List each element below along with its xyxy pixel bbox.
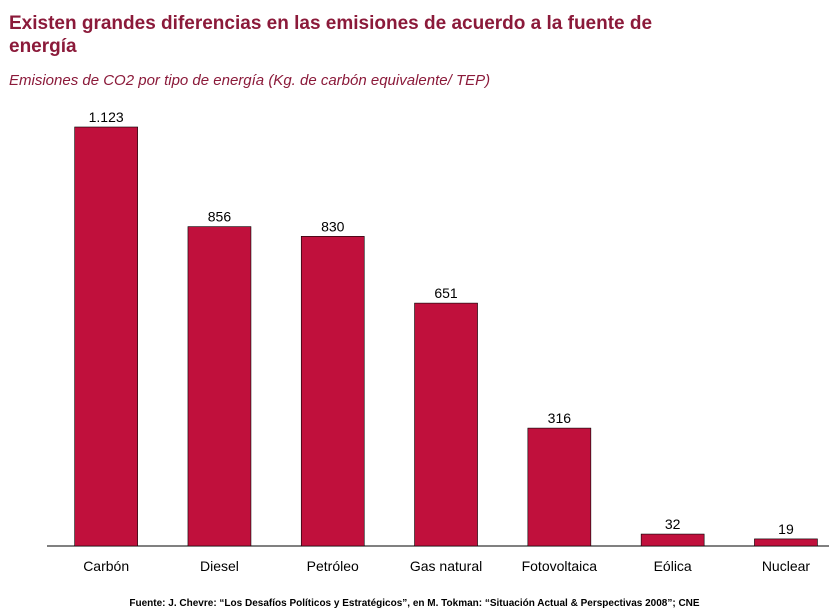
x-tick-label: Eólica <box>654 558 692 574</box>
data-label: 32 <box>665 516 681 532</box>
chart-subtitle: Emisiones de CO2 por tipo de energía (Kg… <box>9 72 491 89</box>
source-note: Fuente: J. Chevre: “Los Desafíos Polític… <box>129 598 700 609</box>
bar <box>187 226 252 547</box>
bar <box>640 533 705 547</box>
data-label: 856 <box>208 209 232 225</box>
bar <box>527 427 592 547</box>
data-label: 316 <box>548 410 572 426</box>
x-tick-label: Carbón <box>83 558 129 574</box>
chart: 1.123 Carbón 856 Diesel 830 Petróleo 651 Gas na… <box>47 109 829 574</box>
bar <box>414 302 478 547</box>
x-tick-label: Gas natural <box>410 558 482 574</box>
data-label: 651 <box>434 285 458 301</box>
x-tick-label: Fotovoltaica <box>522 558 598 574</box>
x-tick-label: Nuclear <box>762 558 811 574</box>
data-label: 830 <box>321 218 345 234</box>
bar <box>74 126 138 547</box>
x-tick-label: Diesel <box>200 558 239 574</box>
chart-title: Existen grandes diferencias en las emisi… <box>9 13 653 57</box>
bar <box>300 236 365 547</box>
x-tick-label: Petróleo <box>307 558 359 574</box>
data-label: 19 <box>778 521 794 537</box>
bar <box>754 538 818 547</box>
data-label: 1.123 <box>89 109 124 125</box>
